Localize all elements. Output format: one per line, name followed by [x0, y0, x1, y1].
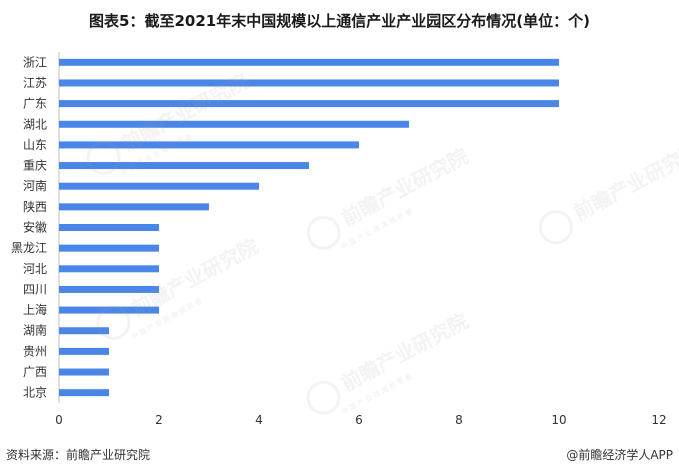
chart-title: 图表5：截至2021年末中国规模以上通信产业产业园区分布情况(单位：个)	[89, 12, 590, 30]
category-label: 河南	[23, 178, 47, 193]
category-label: 山东	[23, 138, 47, 152]
x-tick-label: 8	[455, 413, 463, 427]
category-label: 广西	[23, 365, 47, 379]
category-label: 江苏	[23, 76, 47, 90]
category-label: 河北	[23, 262, 47, 276]
category-label: 湖南	[23, 323, 47, 338]
x-tick-label: 4	[255, 413, 263, 427]
category-label: 安徽	[23, 220, 47, 235]
x-tick-label: 0	[55, 413, 63, 427]
x-tick-label: 12	[651, 413, 666, 427]
bar	[59, 203, 209, 211]
bar	[59, 306, 159, 314]
bar	[59, 182, 259, 190]
bar	[59, 224, 159, 231]
bar-series	[58, 52, 559, 403]
x-tick-label: 6	[355, 413, 363, 427]
category-label: 北京	[23, 386, 47, 400]
x-tick-label: 10	[551, 413, 566, 427]
bar	[59, 120, 409, 128]
category-label: 上海	[23, 302, 47, 317]
category-label: 广东	[23, 97, 47, 111]
bar	[59, 265, 159, 273]
bar	[59, 389, 109, 397]
category-label: 贵州	[23, 344, 47, 358]
bar	[59, 347, 109, 355]
source-note: 资料来源：前瞻产业研究院	[6, 448, 151, 462]
category-label: 浙江	[23, 55, 47, 69]
bar	[59, 79, 559, 87]
bar	[59, 162, 309, 170]
x-tick-label: 2	[155, 413, 163, 427]
category-label: 黑龙江	[11, 241, 47, 255]
bar	[59, 244, 159, 252]
category-label: 湖北	[23, 116, 47, 131]
brand-credit: @前瞻经济学人APP	[566, 448, 673, 462]
bar	[59, 368, 109, 376]
bar	[59, 58, 559, 66]
category-label: 四川	[23, 282, 47, 296]
bar	[59, 141, 359, 149]
x-axis-ticks: 0 2 4 6 8 10 12	[55, 413, 666, 427]
category-label: 陕西	[23, 199, 47, 214]
bar	[59, 327, 109, 335]
category-label: 重庆	[23, 159, 47, 173]
bar	[59, 285, 159, 293]
bar	[59, 100, 559, 108]
